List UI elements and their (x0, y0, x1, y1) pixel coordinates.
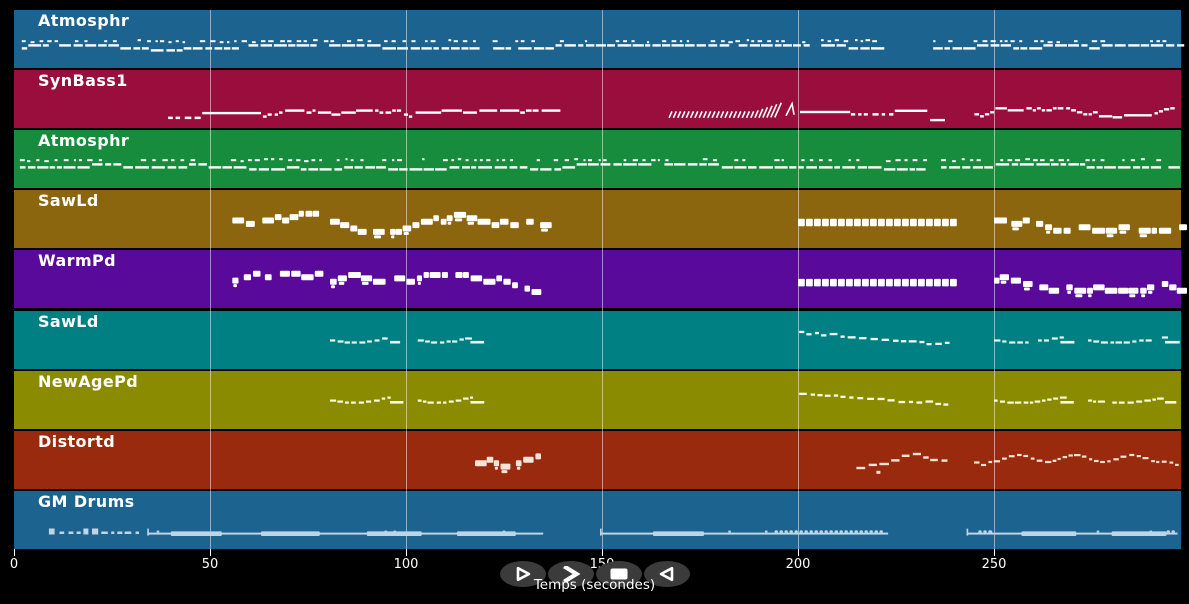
play-icon (516, 566, 530, 582)
track-row-4 (14, 190, 1181, 249)
gridline (406, 10, 407, 549)
track-notes-5 (232, 270, 1187, 298)
track-label: Atmosphr (38, 131, 130, 151)
axis-tick-label: 250 (981, 557, 1007, 572)
track-label: Atmosphr (38, 11, 130, 30)
gridline (602, 10, 603, 549)
track-label: SawLd (38, 191, 99, 211)
axis-tick (602, 549, 603, 556)
track-row-7 (14, 370, 1181, 429)
track-row-1 (14, 10, 1181, 69)
track-notes-6 (330, 330, 1180, 346)
track-label: GM Drums (38, 491, 135, 511)
fast-forward-button[interactable] (547, 561, 594, 587)
track-label: SawLd (38, 311, 99, 331)
track-notes-2 (168, 101, 1175, 122)
axis-tick (994, 549, 995, 556)
transport-controls (0, 561, 1189, 587)
fast-forward-icon (562, 566, 580, 582)
track-notes-9 (48, 528, 1178, 536)
axis-tick (406, 549, 407, 556)
axis-tick-label: 0 (9, 557, 19, 572)
track-label: NewAgePd (38, 371, 139, 391)
track-row-9 (14, 490, 1181, 549)
rewind-button[interactable] (643, 561, 690, 587)
track-row-2 (14, 70, 1181, 129)
track-row-5 (14, 250, 1181, 309)
axis-tick-label: 200 (785, 557, 811, 572)
track-row-3 (14, 130, 1181, 189)
track-label: SynBass1 (38, 71, 128, 91)
track-notes-7 (330, 392, 1177, 406)
axis-tick-label: 100 (393, 557, 419, 572)
gridline (210, 10, 211, 549)
play-button[interactable] (499, 561, 546, 587)
rewind-icon (659, 566, 673, 582)
stop-icon (610, 568, 627, 580)
track-notes-3 (19, 158, 1180, 171)
track-notes-4 (232, 210, 1187, 239)
track-label: Distortd (38, 431, 116, 451)
axis-tick-label: 50 (201, 557, 219, 572)
axis-tick (14, 549, 15, 556)
axis-tick (210, 549, 211, 556)
stop-button[interactable] (595, 561, 642, 587)
axis-tick (798, 549, 799, 556)
track-row-8 (14, 430, 1181, 489)
track-row-6 (14, 310, 1181, 369)
track-notes-1 (21, 39, 1185, 52)
track-notes-8 (475, 452, 1179, 474)
track-label: WarmPd (38, 251, 117, 271)
